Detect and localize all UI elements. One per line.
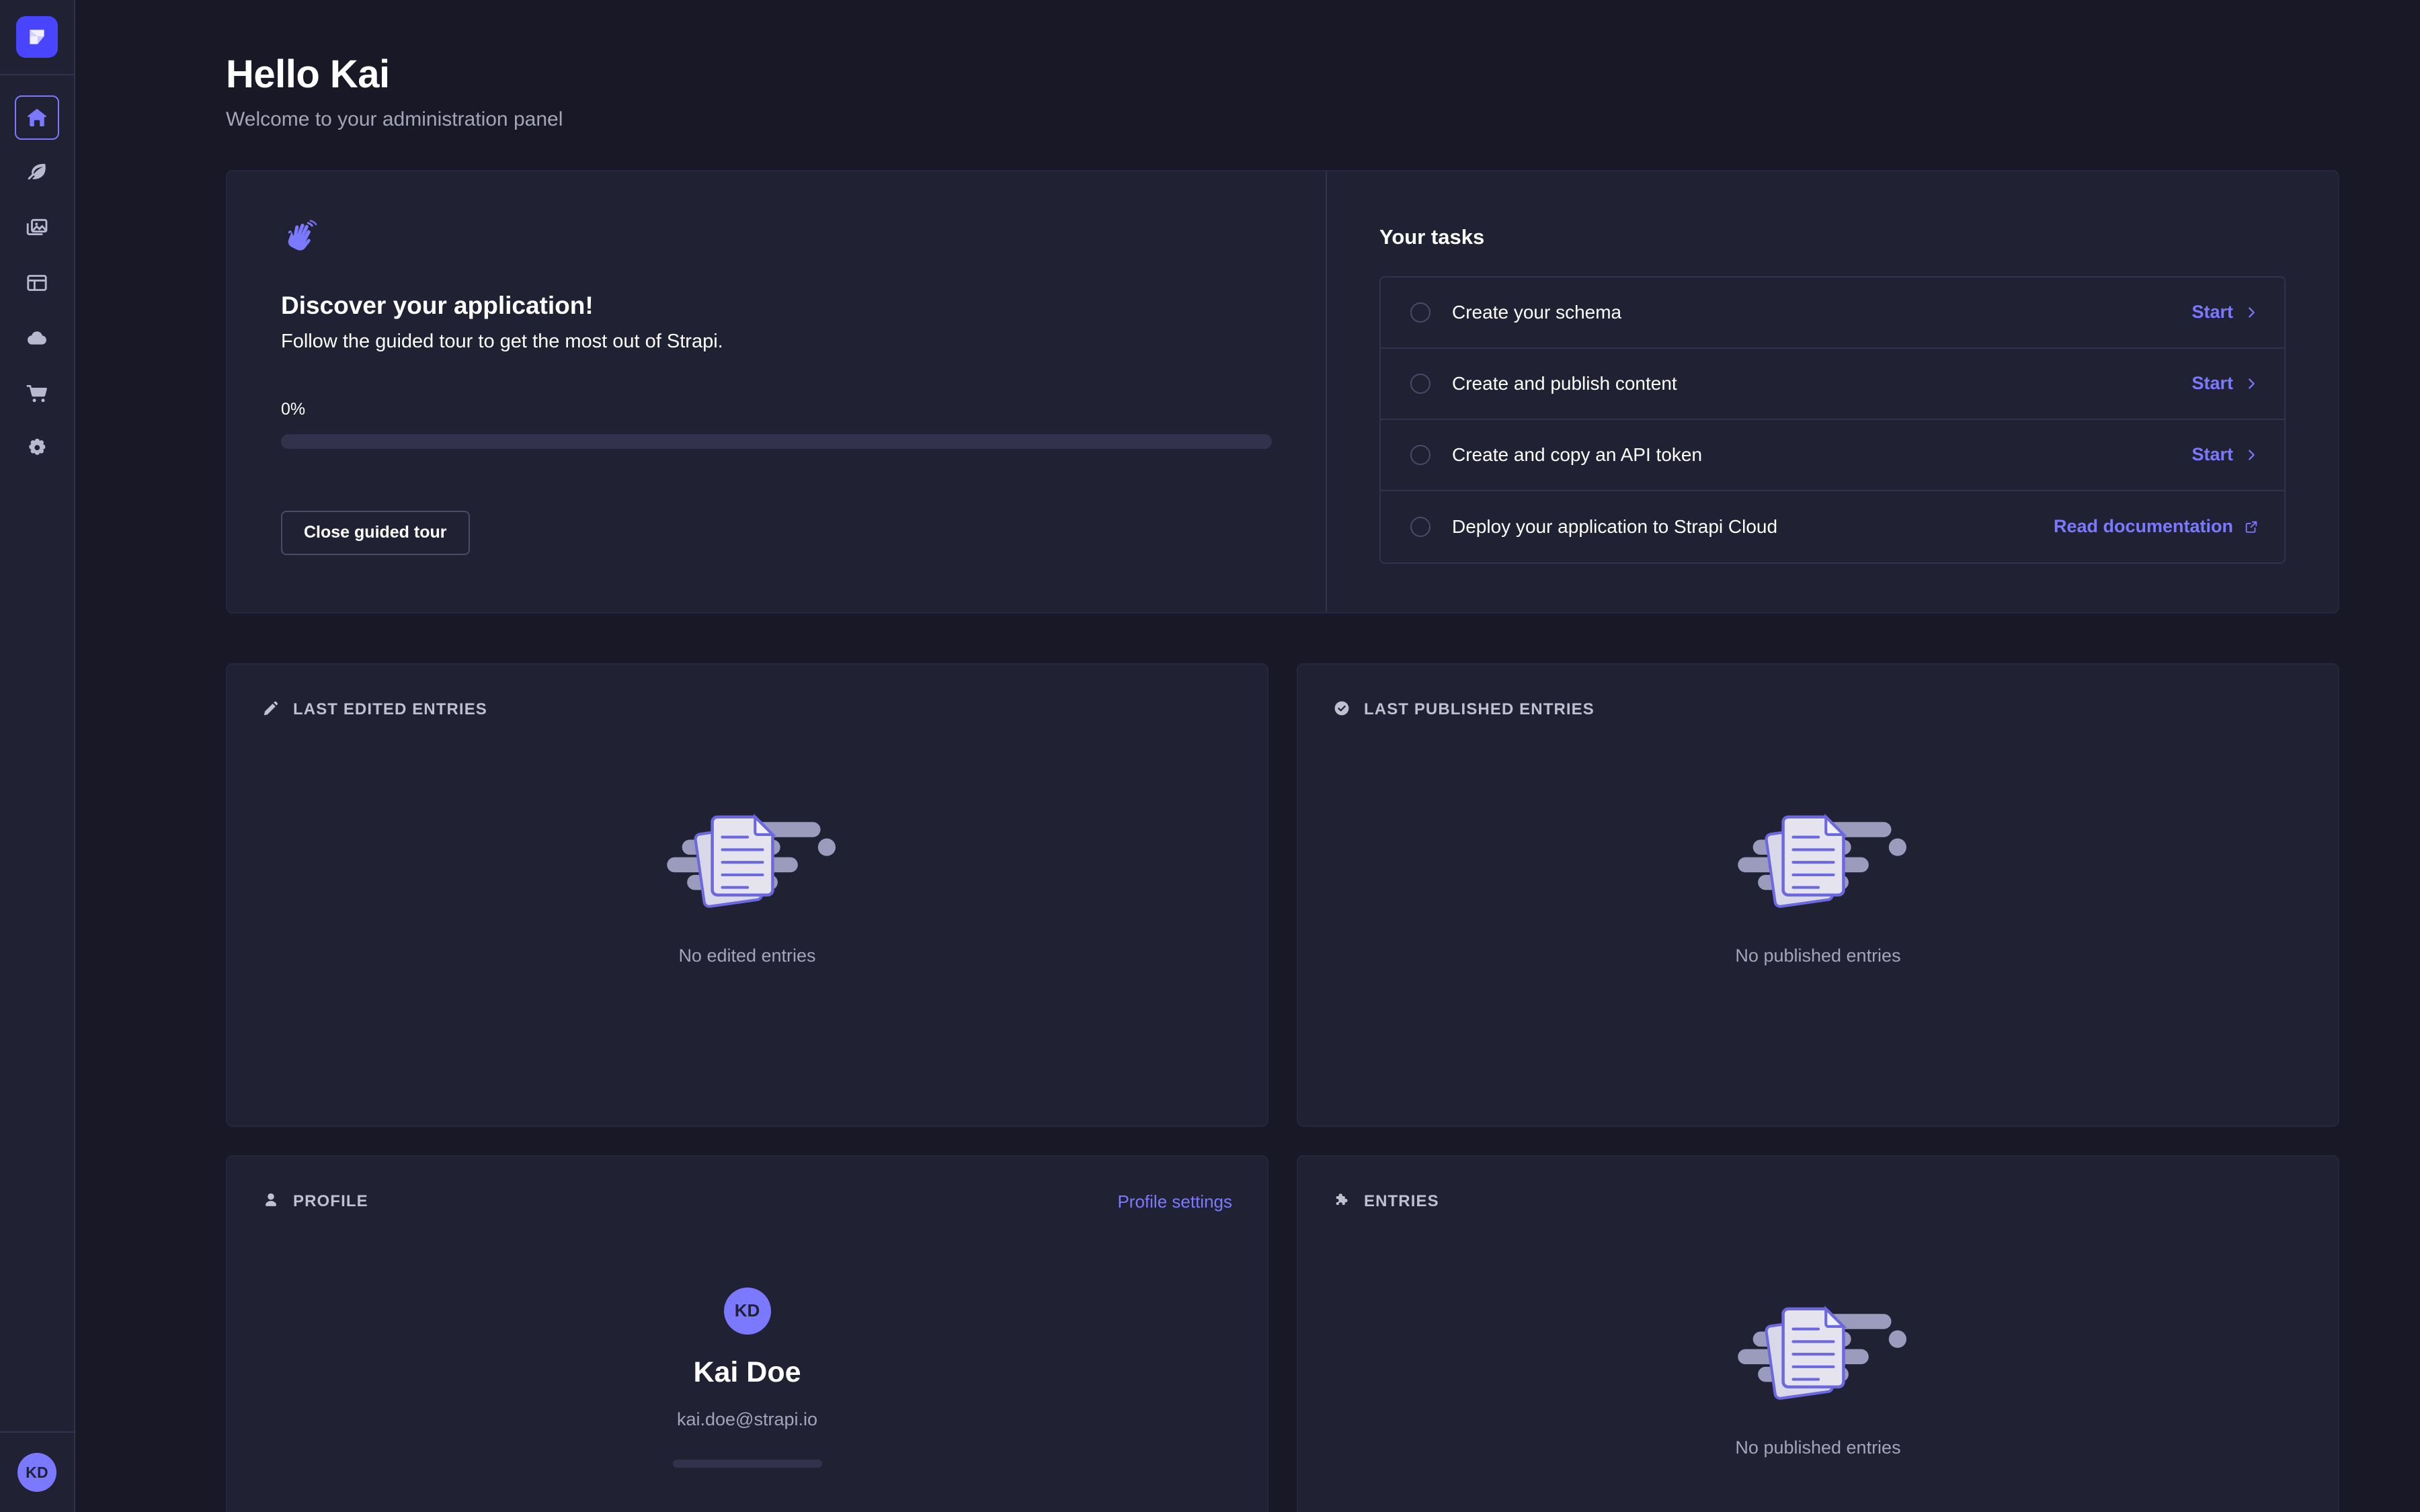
close-guided-tour-button[interactable]: Close guided tour <box>281 510 470 555</box>
profile-card: PROFILE Profile settings KD Kai Doe kai.… <box>226 1154 1268 1512</box>
strapi-logo-mark <box>30 30 44 44</box>
task-checkbox[interactable] <box>1410 373 1430 394</box>
empty-state-text: No published entries <box>1735 1437 1901 1458</box>
sidebar-item-home[interactable] <box>15 95 59 140</box>
sidebar-user-menu[interactable]: KD <box>0 1431 74 1512</box>
guided-tour-description: Follow the guided tour to get the most o… <box>281 330 723 352</box>
entries-card: ENTRIES <box>1297 1154 2339 1512</box>
avatar: KD <box>17 1453 56 1492</box>
empty-state: No published entries <box>1333 1212 2303 1458</box>
task-row: Create and publish content Start <box>1381 349 2284 420</box>
last-published-entries-card: LAST PUBLISHED ENTRIES <box>1297 663 2339 1127</box>
gear-icon <box>25 436 49 460</box>
card-header: LAST PUBLISHED ENTRIES <box>1333 700 2303 720</box>
cloud-icon <box>25 326 49 350</box>
external-link-icon <box>2244 519 2259 534</box>
task-action-link[interactable]: Start <box>2191 302 2259 323</box>
task-checkbox[interactable] <box>1410 516 1430 537</box>
guided-tour-pane: Discover your application! Follow the gu… <box>227 171 1327 612</box>
progress-label: 0% <box>281 399 306 419</box>
feather-icon <box>25 161 49 185</box>
tasks-pane: Your tasks Create your schema Start Create… <box>1327 171 2338 612</box>
main-content: Hello Kai Welcome to your administration… <box>75 0 2420 1512</box>
card-header: PROFILE Profile settings <box>262 1191 1232 1212</box>
task-row: Create and copy an API token Start <box>1381 420 2284 491</box>
task-row: Deploy your application to Strapi Cloud R… <box>1381 491 2284 562</box>
task-label: Deploy your application to Strapi Cloud <box>1452 515 1778 537</box>
strapi-logo <box>16 16 58 58</box>
documents-illustration <box>1730 1286 1906 1409</box>
guided-tour-card: Discover your application! Follow the gu… <box>226 169 2339 614</box>
empty-state-text: No published entries <box>1735 945 1901 966</box>
task-action-label: Read documentation <box>2053 516 2233 537</box>
check-circle-icon <box>1333 700 1350 720</box>
card-title: LAST EDITED ENTRIES <box>293 700 487 719</box>
card-title: LAST PUBLISHED ENTRIES <box>1364 700 1595 719</box>
layout-icon <box>25 271 49 295</box>
task-action-link[interactable]: Start <box>2191 373 2259 394</box>
empty-state: No published entries <box>1333 720 2303 966</box>
card-title: PROFILE <box>293 1192 368 1211</box>
sidebar-nav-list <box>0 95 74 470</box>
documents-illustration <box>659 794 836 917</box>
empty-state-text: No edited entries <box>678 945 816 966</box>
waving-hand-icon <box>281 218 1272 258</box>
card-header: LAST EDITED ENTRIES <box>262 700 1232 720</box>
task-action-link[interactable]: Start <box>2191 444 2259 465</box>
task-action-label: Start <box>2191 302 2233 323</box>
sidebar-logo-container[interactable] <box>0 0 74 75</box>
empty-state: No edited entries <box>262 720 1232 966</box>
home-icon <box>25 106 49 130</box>
task-label: Create and copy an API token <box>1452 444 1703 465</box>
sidebar-item-content-type-builder[interactable] <box>15 261 59 305</box>
pencil-icon <box>262 700 280 720</box>
avatar: KD <box>723 1287 771 1335</box>
sidebar-item-content-manager[interactable] <box>15 151 59 195</box>
sidebar-item-marketplace[interactable] <box>15 371 59 415</box>
task-row: Create your schema Start <box>1381 278 2284 349</box>
sidebar-item-cloud[interactable] <box>15 316 59 360</box>
task-label: Create and publish content <box>1452 372 1677 394</box>
profile-email: kai.doe@strapi.io <box>676 1409 817 1429</box>
task-checkbox[interactable] <box>1410 444 1430 465</box>
chevron-right-icon <box>2244 448 2259 462</box>
page-header: Hello Kai Welcome to your administration… <box>75 0 2420 131</box>
shopping-cart-icon <box>25 381 49 405</box>
images-icon <box>25 216 49 240</box>
guided-tour-title: Discover your application! <box>281 291 594 319</box>
task-checkbox[interactable] <box>1410 302 1430 323</box>
sidebar-item-settings[interactable] <box>15 426 59 470</box>
task-action-link[interactable]: Read documentation <box>2054 516 2259 537</box>
sidebar-item-media-library[interactable] <box>15 206 59 250</box>
tasks-list: Create your schema Start Create and publis… <box>1379 276 2286 564</box>
chevron-right-icon <box>2244 305 2259 320</box>
card-title: ENTRIES <box>1364 1192 1439 1211</box>
task-action-label: Start <box>2191 373 2233 394</box>
profile-name: Kai Doe <box>693 1355 801 1388</box>
documents-illustration <box>1730 794 1906 917</box>
sidebar: KD <box>0 0 75 1512</box>
profile-body: KD Kai Doe kai.doe@strapi.io <box>262 1212 1232 1468</box>
task-label: Create your schema <box>1452 301 1622 323</box>
puzzle-icon <box>1333 1191 1350 1212</box>
tasks-title: Your tasks <box>1379 224 1485 249</box>
last-edited-entries-card: LAST EDITED ENTRIES <box>226 663 1268 1127</box>
page-title: Hello Kai <box>226 52 390 96</box>
chevron-right-icon <box>2244 376 2259 391</box>
task-action-label: Start <box>2191 444 2233 465</box>
progress-bar <box>281 433 1272 449</box>
page-subtitle: Welcome to your administration panel <box>226 108 563 130</box>
dashboard-cards-grid: LAST EDITED ENTRIES <box>226 663 2339 1512</box>
card-header: ENTRIES <box>1333 1191 2303 1212</box>
user-icon <box>262 1191 280 1212</box>
profile-action-placeholder <box>672 1459 822 1468</box>
profile-settings-link[interactable]: Profile settings <box>1117 1191 1232 1212</box>
